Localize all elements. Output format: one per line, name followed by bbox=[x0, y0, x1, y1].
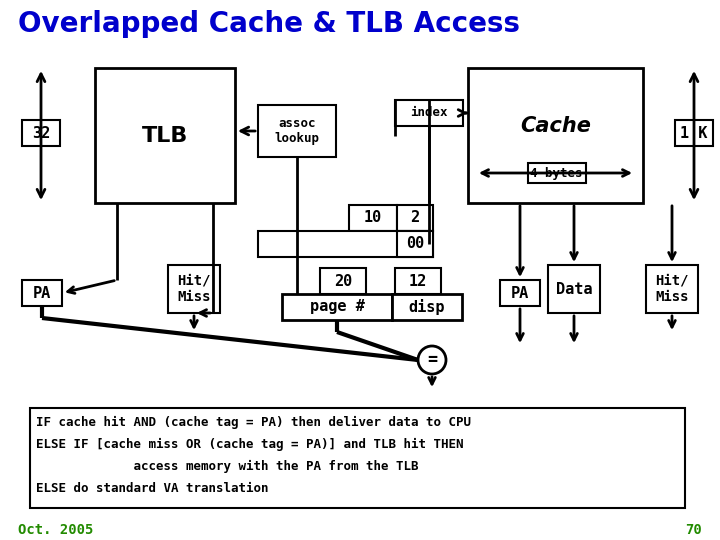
Bar bbox=[320, 268, 366, 294]
Text: 00: 00 bbox=[406, 237, 424, 252]
Bar bbox=[397, 231, 433, 257]
Text: 70: 70 bbox=[685, 523, 702, 537]
Text: ELSE IF [cache miss OR (cache tag = PA)] and TLB hit THEN: ELSE IF [cache miss OR (cache tag = PA)]… bbox=[36, 438, 464, 451]
Bar bbox=[22, 120, 60, 146]
Bar bbox=[349, 205, 397, 231]
Bar bbox=[397, 205, 433, 231]
Bar bbox=[22, 280, 62, 306]
Text: 20: 20 bbox=[334, 273, 352, 288]
Bar bbox=[395, 100, 463, 126]
Bar bbox=[395, 268, 441, 294]
Text: PA: PA bbox=[33, 286, 51, 300]
Text: IF cache hit AND (cache tag = PA) then deliver data to CPU: IF cache hit AND (cache tag = PA) then d… bbox=[36, 416, 471, 429]
Bar bbox=[468, 68, 643, 203]
Bar bbox=[30, 408, 685, 508]
Text: 32: 32 bbox=[32, 125, 50, 140]
Text: =: = bbox=[427, 351, 437, 369]
Bar bbox=[258, 105, 336, 157]
Text: Hit/
Miss: Hit/ Miss bbox=[655, 274, 689, 304]
Text: Oct. 2005: Oct. 2005 bbox=[18, 523, 94, 537]
Bar bbox=[392, 294, 462, 320]
Circle shape bbox=[418, 346, 446, 374]
Text: access memory with the PA from the TLB: access memory with the PA from the TLB bbox=[36, 460, 418, 473]
Text: 10: 10 bbox=[364, 211, 382, 226]
Text: PA: PA bbox=[511, 286, 529, 300]
Bar bbox=[95, 68, 235, 203]
Text: 2: 2 bbox=[410, 211, 420, 226]
Bar bbox=[675, 120, 713, 146]
Text: TLB: TLB bbox=[142, 125, 188, 145]
Text: Cache: Cache bbox=[520, 116, 591, 136]
Text: Data: Data bbox=[556, 281, 593, 296]
Text: Overlapped Cache & TLB Access: Overlapped Cache & TLB Access bbox=[18, 10, 520, 38]
Text: disp: disp bbox=[409, 299, 445, 315]
Text: ELSE do standard VA translation: ELSE do standard VA translation bbox=[36, 482, 269, 495]
Text: 4 bytes: 4 bytes bbox=[530, 166, 582, 179]
Bar bbox=[258, 231, 433, 257]
Bar bbox=[500, 280, 540, 306]
Text: 1 K: 1 K bbox=[680, 125, 708, 140]
Bar bbox=[646, 265, 698, 313]
Text: 12: 12 bbox=[409, 273, 427, 288]
Bar bbox=[282, 294, 392, 320]
Bar bbox=[528, 163, 585, 183]
Text: assoc
lookup: assoc lookup bbox=[274, 117, 320, 145]
Text: page #: page # bbox=[310, 300, 364, 314]
Bar bbox=[168, 265, 220, 313]
Text: index: index bbox=[410, 106, 448, 119]
Bar bbox=[548, 265, 600, 313]
Text: Hit/
Miss: Hit/ Miss bbox=[177, 274, 211, 304]
